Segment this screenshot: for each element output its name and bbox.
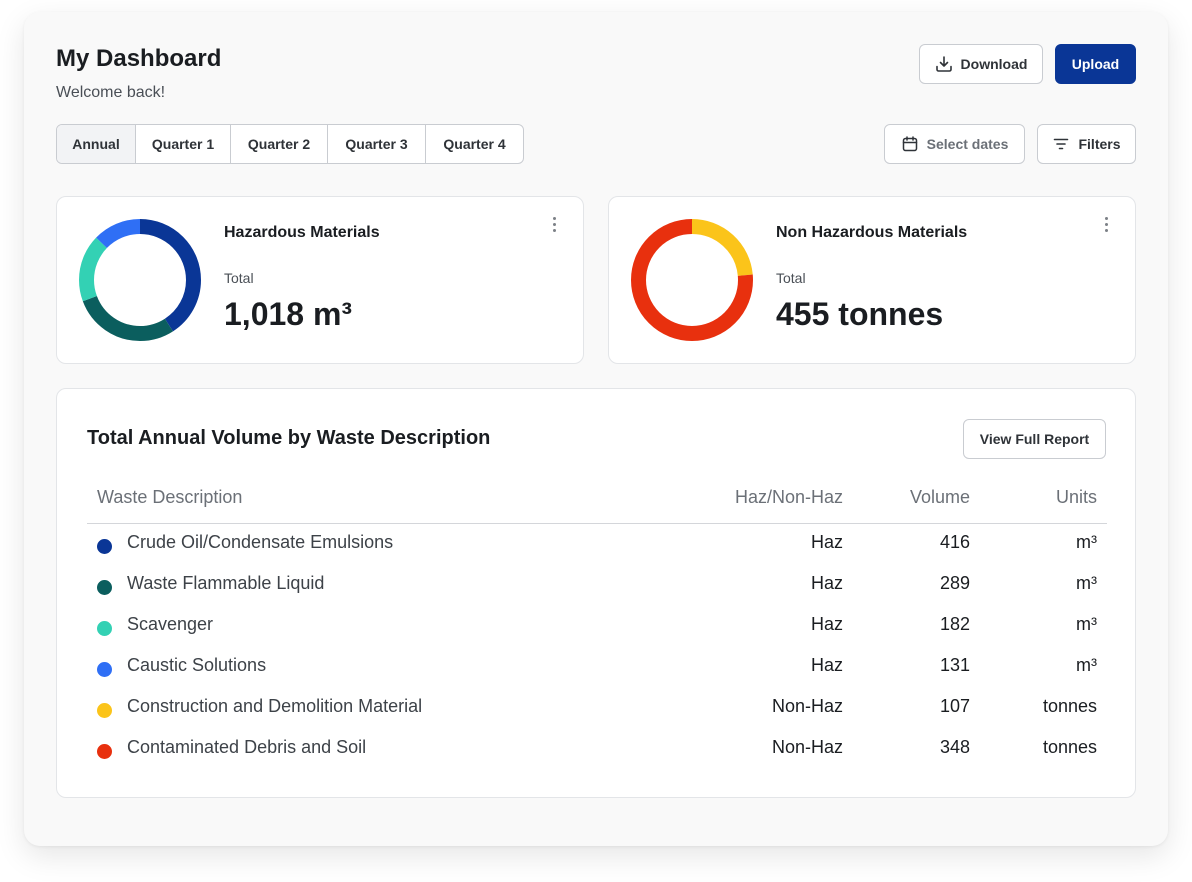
row-volume: 131 [939, 655, 970, 675]
column-header-description[interactable]: Waste Description [97, 487, 243, 507]
row-haz: Haz [810, 532, 843, 552]
row-units: m³ [1076, 573, 1097, 593]
row-haz: Haz [810, 614, 843, 634]
tab-quarter-2[interactable]: Quarter 2 [231, 125, 328, 163]
row-volume: 416 [939, 532, 970, 552]
calendar-icon [902, 136, 917, 152]
hazardous-materials-card: Hazardous Materials Total 1,018 m³ [56, 196, 584, 364]
table-row: Crude Oil/Condensate Emulsions Haz 416 m… [87, 532, 1107, 573]
row-description: Caustic Solutions [127, 655, 267, 675]
table-row: Contaminated Debris and Soil Non-Haz 348… [87, 737, 1107, 778]
download-label: Download [960, 56, 1028, 72]
page-title: My Dashboard [56, 45, 222, 72]
legend-dot [97, 539, 112, 554]
table-title: Total Annual Volume by Waste Description [87, 427, 491, 449]
filters-button[interactable]: Filters [1037, 124, 1136, 164]
table-row: Caustic Solutions Haz 131 m³ [87, 655, 1107, 696]
hazardous-total-label: Total [224, 270, 254, 286]
row-haz: Non-Haz [771, 737, 843, 757]
period-tabs: Annual Quarter 1 Quarter 2 Quarter 3 Qua… [56, 124, 524, 164]
tab-quarter-1[interactable]: Quarter 1 [136, 125, 231, 163]
column-header-units[interactable]: Units [1055, 487, 1097, 507]
view-full-report-button[interactable]: View Full Report [963, 419, 1106, 459]
filter-icon [1054, 138, 1069, 150]
row-description: Contaminated Debris and Soil [127, 737, 367, 757]
table-row: Construction and Demolition Material Non… [87, 696, 1107, 737]
non-hazardous-total-label: Total [776, 270, 806, 286]
row-volume: 289 [939, 573, 970, 593]
donut-segment-waste-flammable-liquid [79, 219, 201, 341]
hazardous-card-title: Hazardous Materials [224, 224, 380, 241]
download-icon [935, 56, 952, 72]
legend-dot [97, 744, 112, 759]
dashboard-frame: My Dashboard Welcome back! Download Uplo… [24, 12, 1168, 846]
non-hazardous-card-title: Non Hazardous Materials [776, 224, 968, 241]
select-dates-button[interactable]: Select dates [884, 124, 1025, 164]
legend-dot [97, 580, 112, 595]
legend-dot [97, 662, 112, 677]
more-options-icon[interactable] [549, 217, 559, 235]
row-haz: Non-Haz [771, 696, 843, 716]
row-description: Waste Flammable Liquid [127, 573, 325, 593]
waste-volume-table-card: Total Annual Volume by Waste Description… [56, 388, 1136, 798]
non-hazardous-donut-chart [631, 219, 753, 341]
donut-segment-contaminated-debris-and-soil [631, 219, 753, 341]
row-haz: Haz [810, 655, 843, 675]
row-description: Construction and Demolition Material [127, 696, 423, 716]
row-units: m³ [1076, 614, 1097, 634]
column-header-haz[interactable]: Haz/Non-Haz [734, 487, 843, 507]
tab-annual[interactable]: Annual [57, 125, 136, 163]
hazardous-donut-chart [79, 219, 201, 341]
welcome-text: Welcome back! [56, 84, 166, 101]
row-description: Crude Oil/Condensate Emulsions [127, 532, 394, 552]
row-units: m³ [1076, 532, 1097, 552]
non-hazardous-total-value: 455 tonnes [776, 296, 944, 332]
row-units: tonnes [1042, 696, 1097, 716]
filters-label: Filters [1078, 136, 1121, 152]
donut-segment-caustic-solutions [79, 219, 201, 341]
row-volume: 348 [939, 737, 970, 757]
row-description: Scavenger [127, 614, 214, 634]
select-dates-placeholder: Select dates [926, 136, 1009, 152]
table-row: Scavenger Haz 182 m³ [87, 614, 1107, 655]
row-units: tonnes [1042, 737, 1097, 757]
legend-dot [97, 621, 112, 636]
tab-quarter-3[interactable]: Quarter 3 [328, 125, 426, 163]
download-button[interactable]: Download [919, 44, 1043, 84]
non-hazardous-materials-card: Non Hazardous Materials Total 455 tonnes [608, 196, 1136, 364]
donut-segment-scavenger [79, 219, 201, 341]
table-header: Waste Description Haz/Non-Haz Volume Uni… [87, 487, 1107, 524]
row-units: m³ [1076, 655, 1097, 675]
legend-dot [97, 703, 112, 718]
row-volume: 182 [939, 614, 970, 634]
more-options-icon[interactable] [1101, 217, 1111, 235]
row-haz: Haz [810, 573, 843, 593]
row-volume: 107 [939, 696, 970, 716]
column-header-volume[interactable]: Volume [909, 487, 970, 507]
tab-quarter-4[interactable]: Quarter 4 [443, 136, 506, 152]
upload-label: Upload [1071, 56, 1120, 72]
table-row: Waste Flammable Liquid Haz 289 m³ [87, 573, 1107, 614]
hazardous-total-value: 1,018 m³ [224, 296, 353, 332]
upload-button[interactable]: Upload [1055, 44, 1136, 84]
